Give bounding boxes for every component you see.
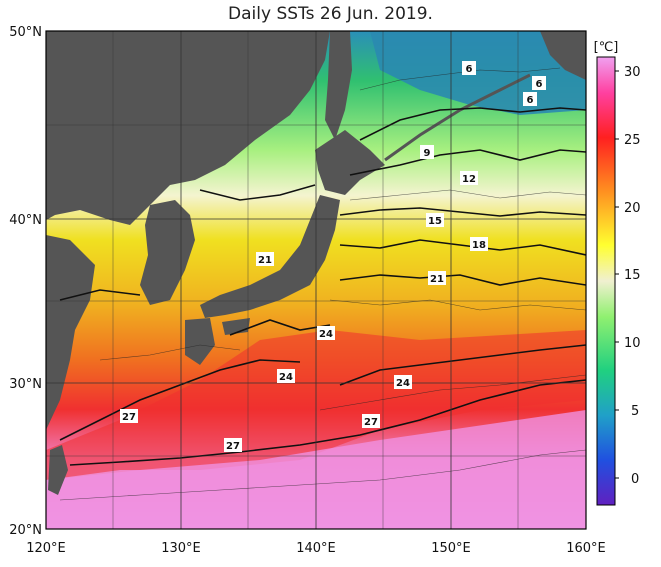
contour-label: 12 [462, 174, 476, 185]
contour-label: 27 [226, 441, 240, 452]
map-title: Daily SSTs 26 Jun. 2019. [228, 4, 433, 24]
lon-tick-label: 150°E [431, 541, 471, 556]
lat-tick-label: 30°N [9, 377, 42, 392]
lon-tick-label: 160°E [566, 541, 606, 556]
contour-label: 18 [472, 240, 486, 251]
lat-tick-label: 40°N [9, 213, 42, 228]
map-frame [45, 30, 587, 530]
colorbar-unit: [℃] [594, 40, 619, 55]
honshu-landmass [200, 195, 340, 318]
contour-label: 21 [258, 255, 272, 266]
contour-label: 9 [424, 148, 431, 159]
colorbar-label: 15 [624, 268, 641, 283]
kyushu-landmass [185, 318, 215, 365]
colorbar-label: 0 [631, 472, 639, 487]
colorbar-label: 25 [624, 133, 641, 148]
taiwan-landmass [48, 445, 68, 495]
lon-tick-label: 130°E [161, 541, 201, 556]
china-coast [46, 235, 95, 430]
colorbar-label: 5 [631, 404, 639, 419]
colorbar-label: 10 [624, 336, 641, 351]
sakhalin-landmass [325, 31, 352, 140]
lat-tick-label: 20°N [9, 523, 42, 538]
colorbar-label: 30 [624, 65, 641, 80]
contour-label: 15 [428, 216, 442, 227]
contour-label: 24 [319, 329, 333, 340]
lon-tick-label: 140°E [296, 541, 336, 556]
contour-label: 6 [527, 95, 534, 106]
contour-label: 21 [430, 274, 444, 285]
contour-label: 24 [279, 372, 293, 383]
contour-lines [59, 107, 586, 466]
lat-tick-label: 50°N [9, 25, 42, 40]
lon-tick-label: 120°E [26, 541, 66, 556]
contour-label-group: 6 6 6 9 12 15 18 21 21 24 24 24 27 27 27 [120, 61, 546, 452]
contour-label: 6 [536, 79, 543, 90]
colorbar [596, 56, 616, 506]
colorbar-label: 20 [624, 201, 641, 216]
contour-label: 6 [466, 64, 473, 75]
contour-label: 27 [122, 412, 136, 423]
contour-label: 27 [364, 417, 378, 428]
continent-landmass [46, 31, 330, 225]
contour-label: 24 [396, 378, 410, 389]
hokkaido-landmass [315, 130, 385, 195]
